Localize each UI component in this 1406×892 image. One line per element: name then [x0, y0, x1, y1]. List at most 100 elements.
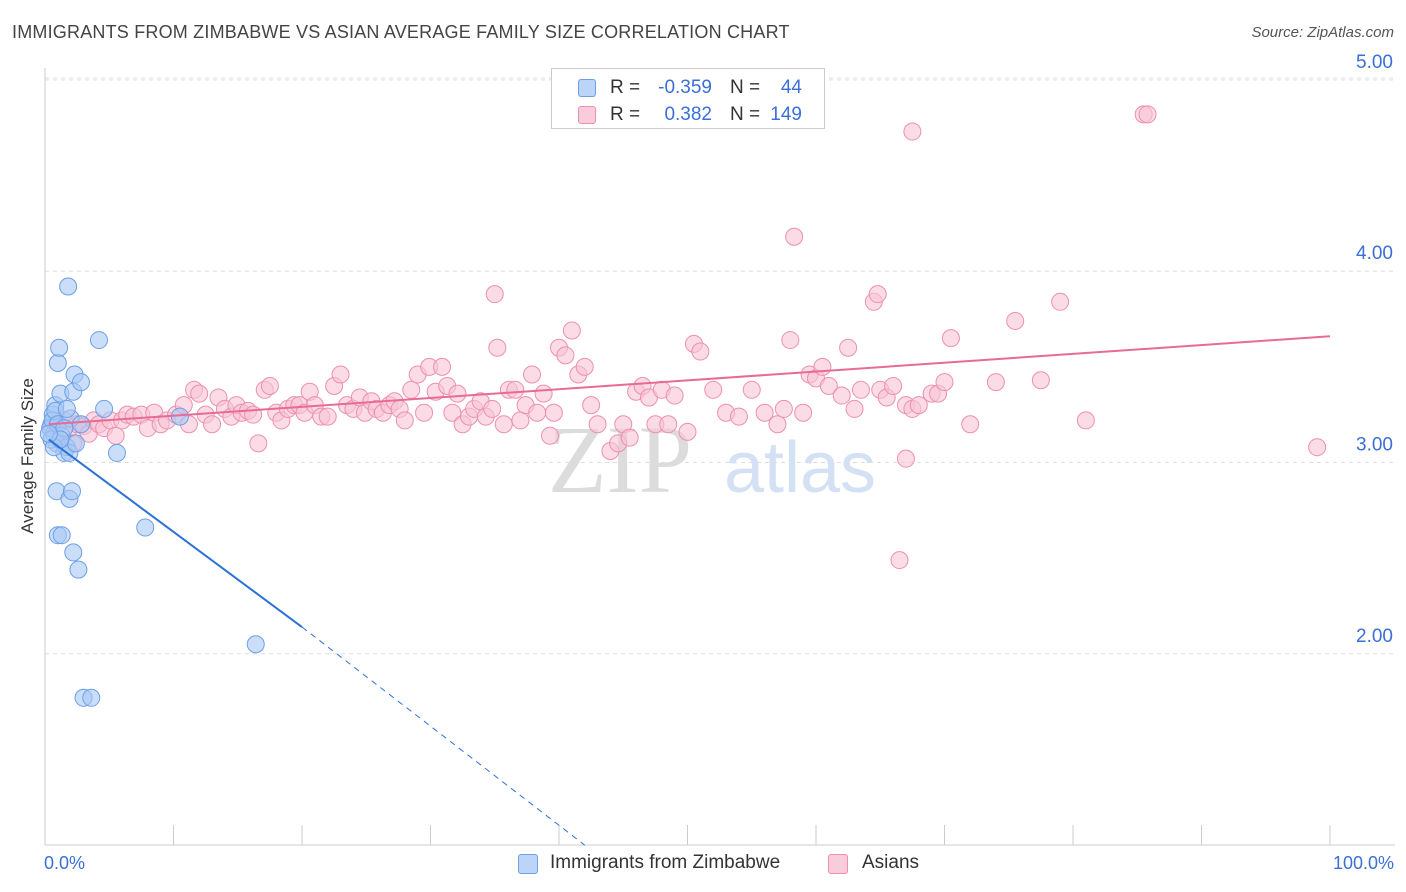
asians-point: [845, 399, 864, 418]
asians-point: [961, 415, 980, 434]
zimbabwe-points: [39, 277, 265, 707]
asians-point: [528, 403, 547, 422]
asians-point: [768, 415, 787, 434]
y-tick-labels: 2.00 3.00 4.00 5.00: [1356, 52, 1393, 647]
asians-point: [935, 373, 954, 392]
asians-point: [813, 357, 832, 376]
asians-point: [620, 428, 639, 447]
legend-r-value: -0.359: [658, 77, 712, 98]
asians-point: [839, 338, 858, 357]
asians-point: [582, 396, 601, 415]
asians-point: [1308, 438, 1327, 457]
asians-point: [659, 415, 678, 434]
asians-point: [819, 376, 838, 395]
chart-title: IMMIGRANTS FROM ZIMBABWE VS ASIAN AVERAG…: [12, 22, 790, 42]
zimbabwe-point: [89, 331, 108, 350]
asians-point: [562, 321, 581, 340]
y-tick-label: 5.00: [1356, 52, 1393, 73]
bottom-legend-swatch-pink: [828, 854, 848, 874]
zimbabwe-point: [59, 277, 78, 296]
asians-point: [1076, 411, 1095, 430]
asians-point: [443, 403, 462, 422]
asians-trend-line: [48, 335, 1331, 426]
zimbabwe-point: [71, 373, 90, 392]
asians-point: [781, 331, 800, 350]
asians-point: [485, 285, 504, 304]
watermark-atlas: atlas: [724, 428, 876, 508]
asians-point: [544, 403, 563, 422]
bottom-legend-label: Immigrants from Zimbabwe: [550, 852, 781, 873]
zimbabwe-point: [66, 434, 85, 453]
asians-point: [890, 551, 909, 570]
zimbabwe-point: [95, 399, 114, 418]
asians-point: [986, 373, 1005, 392]
bottom-legend-swatch-blue: [518, 854, 538, 874]
asians-point: [415, 403, 434, 422]
asians-point: [941, 329, 960, 348]
asians-point: [794, 403, 813, 422]
zimbabwe-point: [39, 424, 58, 443]
zimbabwe-trend-line: [48, 438, 303, 628]
asians-point: [851, 380, 870, 399]
asians-point: [785, 227, 804, 246]
zimbabwe-point: [52, 526, 71, 545]
asians-point: [575, 357, 594, 376]
asians-point: [832, 386, 851, 405]
legend-r-value: 0.382: [664, 104, 712, 125]
asians-point: [588, 415, 607, 434]
zimbabwe-point: [82, 688, 101, 707]
asians-point: [448, 384, 467, 403]
source-credit: Source: ZipAtlas.com: [1251, 24, 1394, 41]
zimbabwe-point: [136, 518, 155, 537]
asians-point: [1138, 105, 1157, 124]
legend-swatch-pink: [578, 106, 596, 124]
asians-point: [1051, 292, 1070, 311]
zimbabwe-point: [48, 354, 67, 373]
asians-point: [774, 399, 793, 418]
asians-point: [506, 380, 525, 399]
asians-point: [742, 380, 761, 399]
x-tick-label-max: 100.0%: [1332, 853, 1394, 873]
legend-n-label: N =: [730, 77, 761, 98]
asians-point: [190, 384, 209, 403]
legend-n-value: 44: [780, 77, 802, 98]
zimbabwe-point: [71, 415, 90, 434]
zimbabwe-point: [69, 560, 88, 579]
asians-point: [678, 422, 697, 441]
legend-row-asians: R = 0.382 N = 149: [552, 101, 824, 127]
bottom-legend-label: Asians: [862, 852, 920, 873]
asians-point: [318, 407, 337, 426]
zimbabwe-trend-extension: [301, 626, 586, 846]
legend-r-label: R =: [610, 104, 641, 125]
asians-point: [203, 415, 222, 434]
asians-point: [249, 434, 268, 453]
asians-point: [433, 357, 452, 376]
zimbabwe-point: [62, 482, 81, 501]
zimbabwe-point: [50, 338, 69, 357]
asians-point: [395, 411, 414, 430]
zimbabwe-point: [246, 635, 265, 654]
zimbabwe-point: [64, 543, 83, 562]
legend-row-zimbabwe: R = -0.359 N = 44: [552, 74, 824, 100]
asians-point: [704, 380, 723, 399]
legend-swatch-blue: [578, 79, 596, 97]
asians-point: [106, 426, 125, 445]
zimbabwe-point: [57, 399, 76, 418]
zimbabwe-point: [107, 443, 126, 462]
axes: [44, 68, 1395, 846]
asians-point: [903, 122, 922, 141]
asians-point: [691, 342, 710, 361]
asians-point: [494, 415, 513, 434]
asians-point: [884, 376, 903, 395]
asians-point: [402, 380, 421, 399]
asians-point: [534, 384, 553, 403]
asians-point: [523, 365, 542, 384]
legend-r-label: R =: [610, 77, 641, 98]
asians-point: [483, 399, 502, 418]
asians-point: [896, 449, 915, 468]
asians-point: [729, 407, 748, 426]
trend-lines: [48, 335, 1331, 846]
asians-point: [331, 365, 350, 384]
asians-point: [260, 376, 279, 395]
